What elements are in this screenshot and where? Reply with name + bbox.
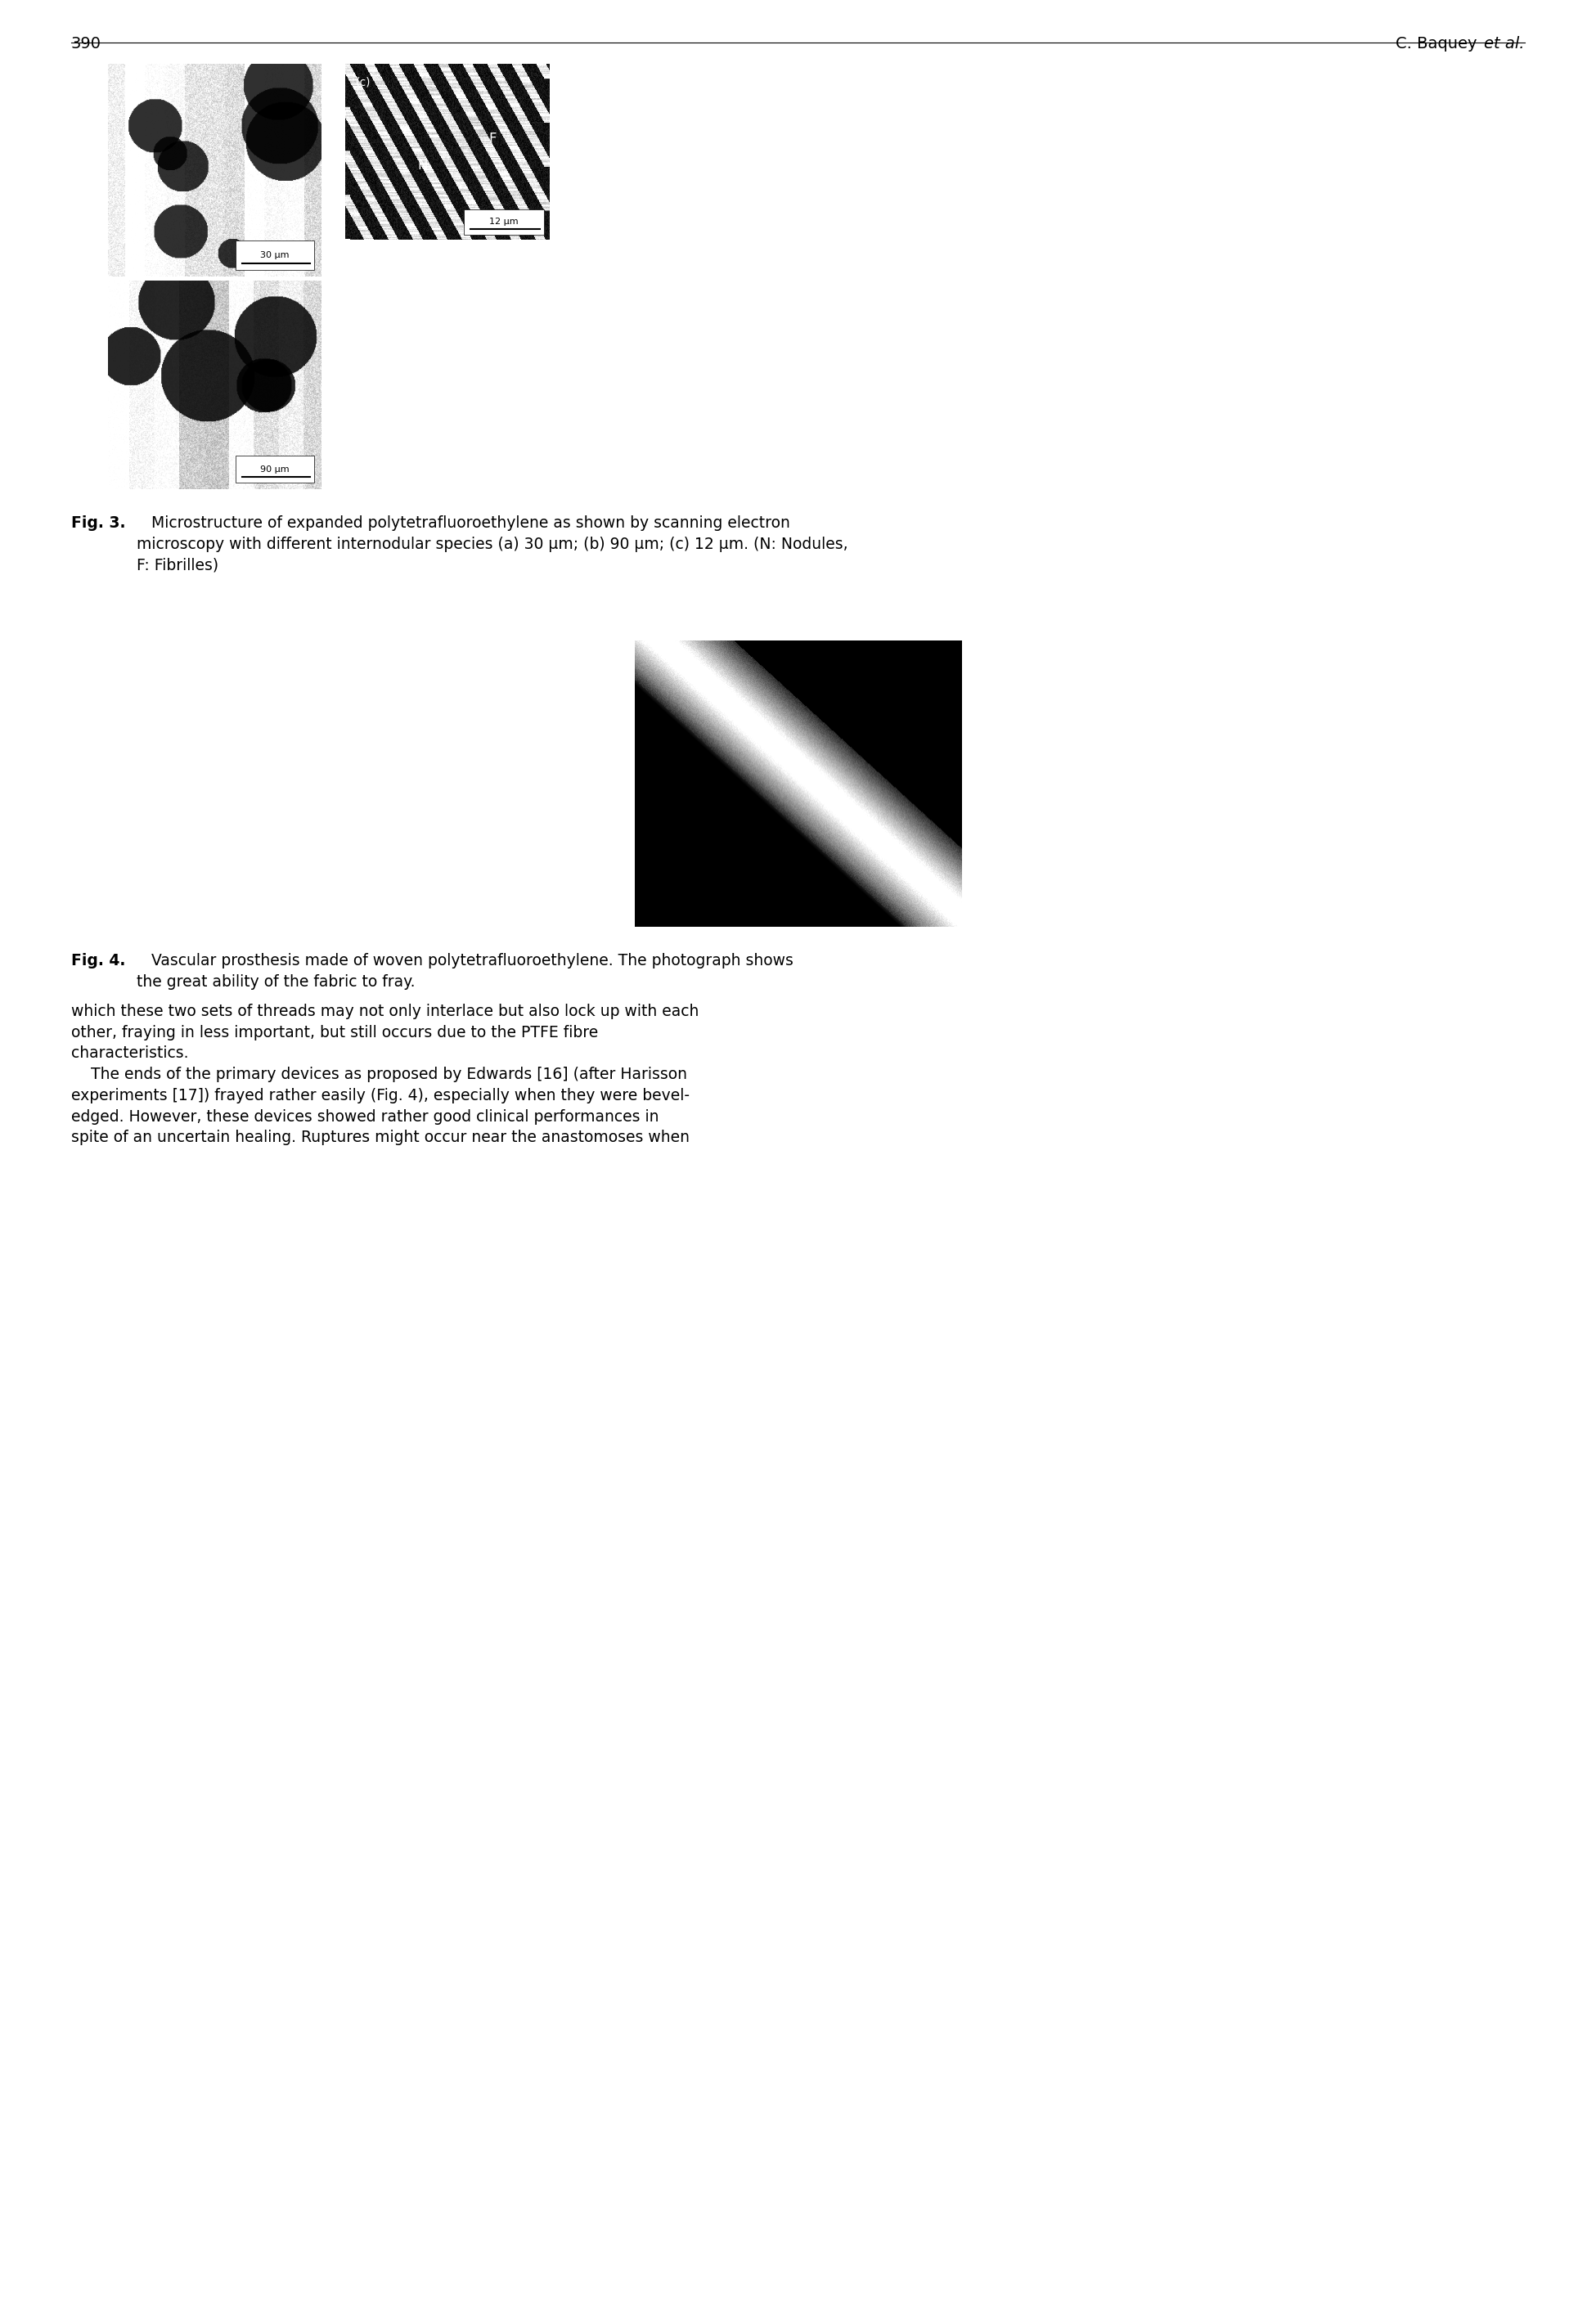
Text: 90 μm: 90 μm [260, 466, 289, 473]
Bar [464, 209, 544, 234]
Text: Fig. 3.: Fig. 3. [72, 515, 126, 531]
Text: 12 μm: 12 μm [488, 218, 519, 227]
Text: F: F [488, 132, 496, 146]
Text: 390: 390 [72, 37, 102, 51]
Text: N: N [418, 158, 428, 172]
Text: Fig. 4.: Fig. 4. [72, 953, 126, 969]
Text: which these two sets of threads may not only interlace but also lock up with eac: which these two sets of threads may not … [72, 1004, 699, 1146]
Text: et al.: et al. [1484, 37, 1524, 51]
Bar [236, 241, 314, 269]
Text: (c): (c) [356, 77, 370, 88]
Text: C. Baquey: C. Baquey [1396, 37, 1483, 51]
Bar [236, 457, 314, 482]
Text: 30 μm: 30 μm [260, 250, 289, 260]
Text: (a): (a) [118, 79, 134, 90]
Text: (b): (b) [118, 464, 134, 475]
Text: Microstructure of expanded polytetrafluoroethylene as shown by scanning electron: Microstructure of expanded polytetrafluo… [137, 515, 847, 573]
Text: Vascular prosthesis made of woven polytetrafluoroethylene. The photograph shows
: Vascular prosthesis made of woven polyte… [137, 953, 793, 990]
